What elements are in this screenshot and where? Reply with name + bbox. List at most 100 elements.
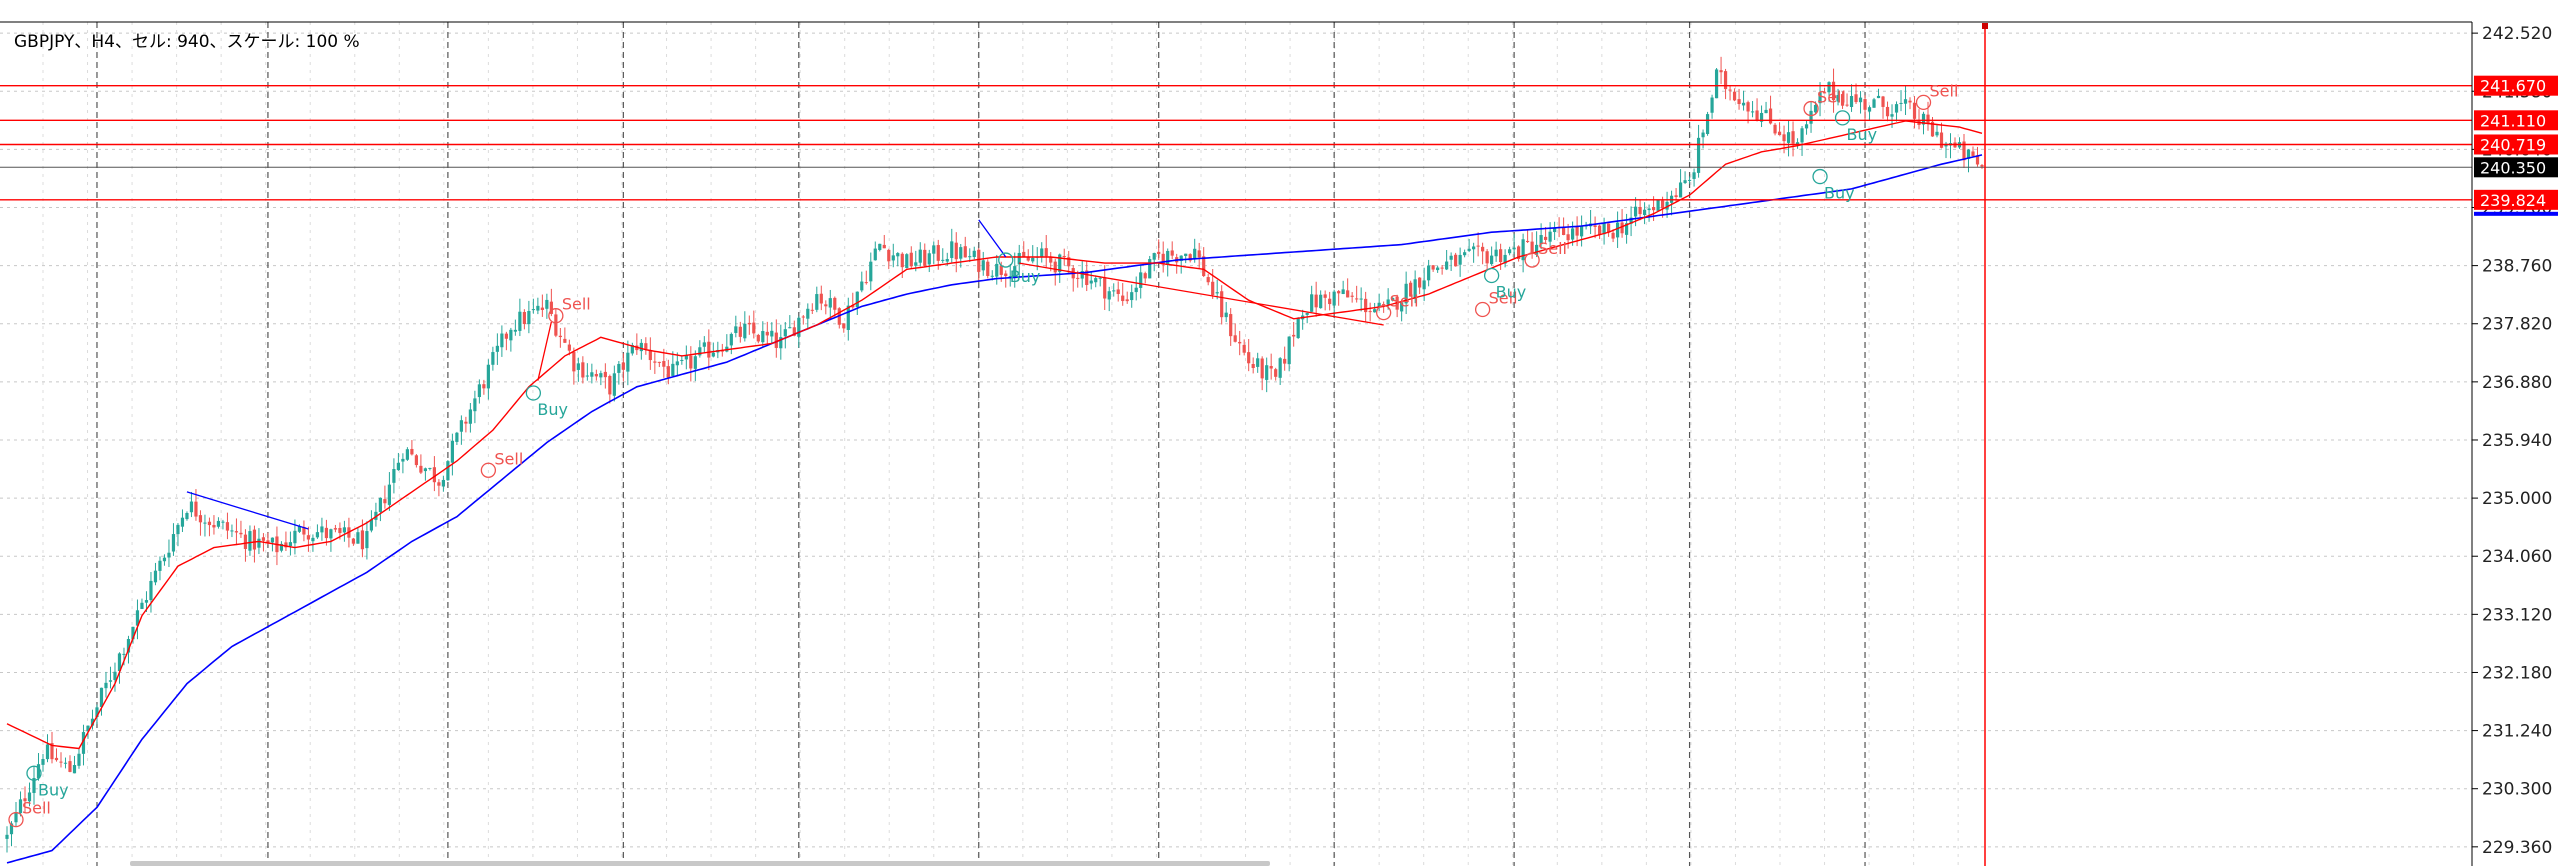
- candle: [329, 528, 333, 552]
- candle: [423, 467, 427, 481]
- trendline[interactable]: [186, 491, 309, 530]
- candle: [977, 248, 981, 283]
- candle: [63, 757, 68, 769]
- cursor-handle[interactable]: [1982, 23, 1988, 29]
- sell-signal-marker: [548, 308, 564, 324]
- candle-body: [297, 526, 302, 532]
- candle: [1642, 202, 1647, 225]
- candle-body: [590, 372, 594, 377]
- candle-body: [1517, 246, 1521, 259]
- candle-body: [405, 449, 409, 460]
- candle-body: [1130, 292, 1134, 301]
- candle: [432, 456, 436, 492]
- candle: [1256, 352, 1260, 373]
- candle: [743, 311, 747, 342]
- candle: [414, 454, 418, 468]
- candle-body: [185, 513, 189, 520]
- candle-body: [599, 373, 603, 378]
- candle-body: [1157, 251, 1161, 254]
- candle-body: [1741, 102, 1746, 106]
- candle: [1386, 288, 1390, 310]
- candle-body: [473, 398, 477, 412]
- candle-body: [1053, 261, 1057, 273]
- candle-body: [1265, 365, 1269, 380]
- candle-body: [1894, 104, 1899, 113]
- sell-signal-marker: [1915, 94, 1932, 111]
- trendline[interactable]: [537, 321, 552, 381]
- candle: [1458, 247, 1462, 277]
- candle-body: [117, 653, 122, 672]
- candle-body: [1764, 109, 1768, 114]
- candle: [828, 289, 832, 321]
- candle: [842, 323, 846, 333]
- candle: [1215, 279, 1219, 300]
- candle-body: [788, 327, 792, 329]
- trendline[interactable]: [978, 219, 1007, 258]
- candle-body: [9, 823, 14, 835]
- candle: [405, 447, 409, 461]
- candle: [756, 333, 760, 344]
- candle-body: [734, 326, 738, 333]
- candle-body: [1597, 225, 1602, 236]
- candle: [783, 322, 787, 349]
- candle: [1184, 253, 1188, 264]
- candle: [734, 315, 738, 338]
- horizontal-scrollbar[interactable]: [130, 861, 1270, 866]
- candle-body: [1849, 96, 1854, 108]
- candle-body: [1656, 199, 1660, 211]
- candle: [1157, 239, 1161, 260]
- buy-signal-marker: [998, 252, 1014, 268]
- candle: [1723, 68, 1728, 100]
- candle: [1732, 88, 1737, 102]
- candle: [1013, 252, 1017, 288]
- candle: [1400, 301, 1404, 322]
- candle: [851, 292, 855, 309]
- candle-body: [225, 522, 230, 531]
- candle: [896, 252, 900, 267]
- candle-body: [662, 361, 666, 367]
- candle-body: [1373, 309, 1377, 313]
- candle: [963, 236, 967, 258]
- candle: [113, 662, 117, 692]
- candle: [738, 321, 742, 343]
- candle: [252, 525, 257, 563]
- candle: [1795, 138, 1800, 149]
- candle: [104, 671, 108, 698]
- horizontal-levels[interactable]: [0, 84, 2472, 201]
- candle-body: [1890, 114, 1894, 117]
- candle: [567, 339, 571, 356]
- price-axis[interactable]: 242.520241.580240.640239.700238.760237.8…: [2472, 24, 2552, 858]
- candle-body: [1930, 121, 1935, 137]
- candle-body: [693, 356, 697, 369]
- sell-signal-label: Sell: [1930, 81, 1959, 100]
- sell-signal-label: Sell: [1817, 88, 1846, 107]
- candle: [401, 453, 405, 474]
- candle-body: [1436, 267, 1440, 271]
- candle-body: [675, 361, 679, 366]
- candle: [702, 336, 706, 354]
- candle: [1022, 241, 1026, 258]
- candle: [468, 403, 472, 433]
- candle: [36, 753, 41, 781]
- candle-body: [1962, 141, 1966, 161]
- candle: [1454, 252, 1458, 267]
- candle: [1894, 101, 1899, 122]
- trendlines[interactable]: [186, 219, 1384, 530]
- candle: [1615, 211, 1620, 248]
- candle-body: [1152, 253, 1156, 260]
- candle-body: [1224, 312, 1228, 318]
- candle-body: [851, 304, 855, 308]
- candle: [765, 321, 769, 344]
- candle-body: [1058, 254, 1062, 272]
- trendline[interactable]: [1019, 262, 1384, 326]
- candle-body: [1440, 267, 1444, 269]
- candle-body: [1148, 259, 1152, 279]
- candle: [1508, 246, 1512, 256]
- candle: [1696, 124, 1701, 178]
- candle-body: [1687, 179, 1692, 181]
- candle: [666, 359, 670, 385]
- candle-body: [1755, 110, 1759, 121]
- price-tick-label: 242.520: [2482, 24, 2552, 44]
- candle-body: [144, 600, 149, 603]
